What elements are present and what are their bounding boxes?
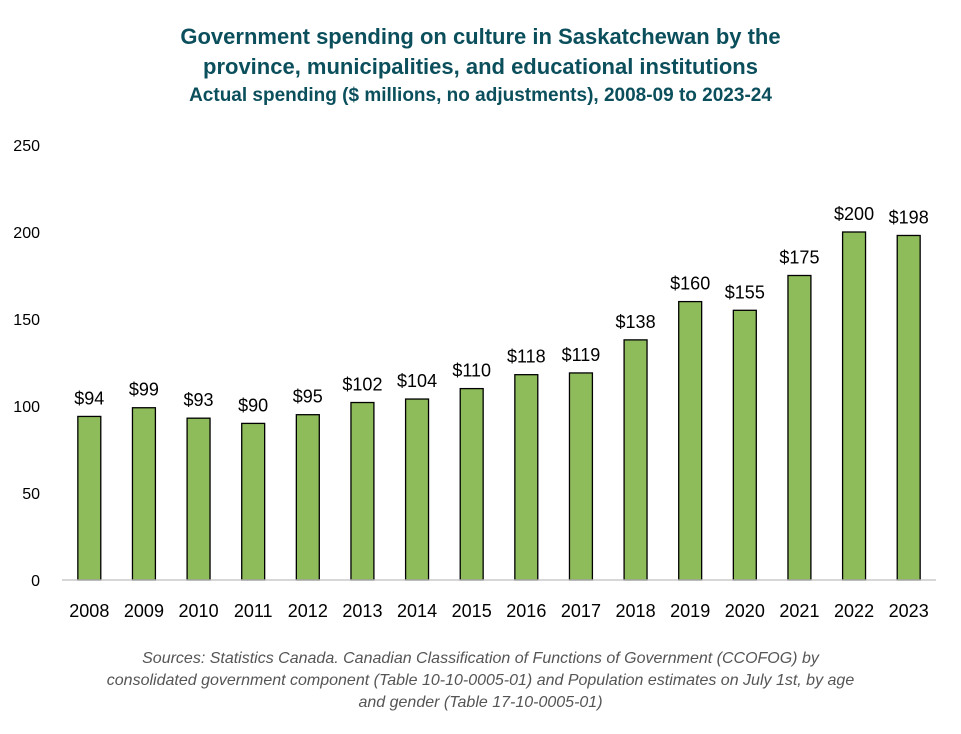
data-label-2008: $94 (74, 388, 104, 408)
x-tick-label: 2020 (725, 601, 765, 621)
x-tick-label: 2010 (179, 601, 219, 621)
bar-2014 (404, 398, 430, 581)
data-label-2014: $104 (397, 371, 437, 391)
data-label-2009: $99 (129, 380, 159, 400)
x-tick-label: 2008 (69, 601, 109, 621)
source-line-3: and gender (Table 17-10-0005-01) (358, 694, 603, 711)
y-tick-label: 50 (22, 486, 40, 503)
x-tick-label: 2009 (124, 601, 164, 621)
x-tick-label: 2016 (506, 601, 546, 621)
bar-2011 (241, 422, 266, 581)
y-tick-label: 150 (13, 312, 40, 329)
data-label-2018: $138 (616, 312, 656, 332)
y-tick-label: 250 (13, 138, 40, 155)
data-label-2011: $90 (238, 395, 268, 415)
bar-2018 (623, 339, 648, 581)
bar-2009 (131, 407, 157, 581)
data-label-2016: $118 (507, 347, 546, 367)
data-label-2023: $198 (889, 207, 929, 227)
bar-2020 (732, 309, 757, 581)
bar-2012 (295, 414, 320, 581)
bar-2023 (896, 234, 921, 581)
bar-2010 (186, 417, 211, 581)
bar-2021 (787, 274, 812, 581)
chart-title-line-2: province, municipalities, and educationa… (203, 54, 758, 79)
x-tick-label: 2015 (452, 601, 492, 621)
chart-title-line-1: Government spending on culture in Saskat… (180, 24, 781, 49)
bar-2015 (459, 387, 484, 581)
x-tick-label: 2013 (342, 601, 382, 621)
x-tick-label: 2011 (234, 601, 273, 621)
data-label-2019: $160 (670, 274, 710, 294)
x-tick-label: 2023 (889, 601, 929, 621)
x-tick-label: 2017 (561, 601, 601, 621)
bar-2016 (514, 374, 539, 581)
data-label-2010: $93 (184, 390, 214, 410)
data-label-2021: $175 (779, 248, 819, 268)
x-tick-label: 2018 (616, 601, 656, 621)
y-tick-label: 200 (13, 225, 40, 242)
x-tick-label: 2019 (670, 601, 710, 621)
chart-title-block: Government spending on culture in Saskat… (0, 22, 961, 110)
bar-2008 (77, 415, 102, 581)
data-label-2012: $95 (293, 387, 323, 407)
x-tick-label: 2021 (779, 601, 819, 621)
data-label-2017: $119 (562, 345, 601, 365)
x-tick-label: 2022 (834, 601, 874, 621)
data-label-2020: $155 (725, 282, 765, 302)
bar-2017 (568, 372, 594, 581)
bar-2022 (841, 231, 867, 581)
bar-2019 (678, 300, 703, 581)
y-tick-label: 100 (13, 399, 40, 416)
data-label-2013: $102 (342, 375, 382, 395)
data-label-2022: $200 (834, 204, 874, 224)
chart-subtitle: Actual spending ($ millions, no adjustme… (189, 85, 772, 106)
x-tick-label: 2014 (397, 601, 437, 621)
data-label-2015: $110 (452, 361, 491, 381)
source-line-2: consolidated government component (Table… (106, 672, 855, 689)
x-tick-label: 2012 (288, 601, 328, 621)
y-tick-label: 0 (31, 573, 40, 590)
source-note: Sources: Statistics Canada. Canadian Cla… (40, 648, 921, 714)
bar-2013 (350, 401, 375, 581)
source-line-1: Sources: Statistics Canada. Canadian Cla… (142, 650, 819, 667)
